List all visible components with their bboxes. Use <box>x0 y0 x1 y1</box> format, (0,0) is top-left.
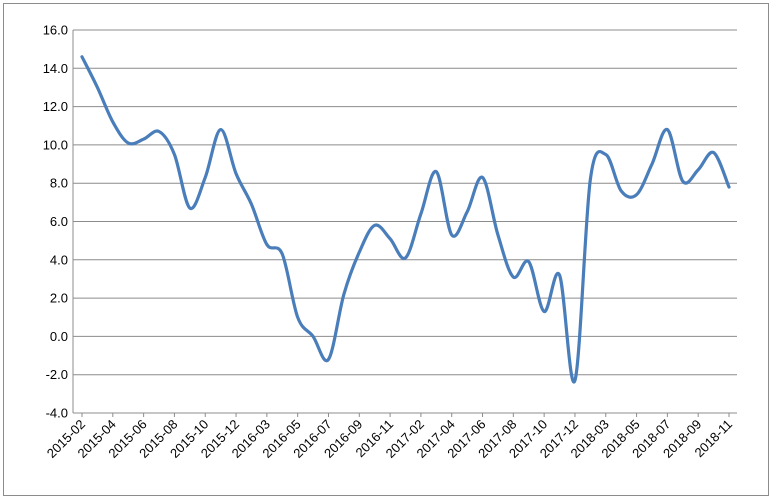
data-point <box>651 163 653 165</box>
y-tick-label: 6.0 <box>50 214 68 229</box>
data-point <box>605 153 607 155</box>
data-point <box>451 234 453 236</box>
data-point <box>219 128 221 130</box>
y-tick-label: 12.0 <box>43 99 68 114</box>
data-point <box>235 172 237 174</box>
data-point <box>589 178 591 180</box>
data-point <box>112 121 114 123</box>
data-point <box>81 56 83 58</box>
y-tick-label: 0.0 <box>50 329 68 344</box>
data-point <box>497 234 499 236</box>
y-tick-label: 10.0 <box>43 137 68 152</box>
series-line-0 <box>80 55 731 384</box>
data-point <box>373 224 375 226</box>
data-point <box>281 253 283 255</box>
data-point <box>266 243 268 245</box>
chart-frame <box>3 3 769 496</box>
data-point <box>327 358 329 360</box>
data-point <box>481 176 483 178</box>
data-point <box>96 86 98 88</box>
y-tick-label: 14.0 <box>43 61 68 76</box>
data-point <box>728 186 730 188</box>
y-tick-label: 2.0 <box>50 291 68 306</box>
data-point <box>543 310 545 312</box>
data-point <box>435 171 437 173</box>
data-point <box>574 379 576 381</box>
y-tick-label: 4.0 <box>50 252 68 267</box>
y-axis: 16.0 14.0 12.0 10.0 8.0 6.0 4.0 2.0 0.0 -2.0 -4.0 <box>43 23 74 421</box>
data-point <box>666 128 668 130</box>
data-point <box>189 207 191 209</box>
data-point <box>558 274 560 276</box>
y-tick-label: -2.0 <box>46 367 68 382</box>
data-point <box>142 138 144 140</box>
data-point <box>697 169 699 171</box>
data-point <box>158 130 160 132</box>
gridlines <box>73 29 737 414</box>
data-point <box>712 151 714 153</box>
data-point <box>343 293 345 295</box>
data-point <box>682 180 684 182</box>
data-point <box>512 276 514 278</box>
data-point <box>635 193 637 195</box>
y-tick-label: 8.0 <box>50 176 68 191</box>
data-point <box>528 261 530 263</box>
data-point <box>358 251 360 253</box>
data-point <box>389 238 391 240</box>
data-point <box>620 190 622 192</box>
data-point <box>296 316 298 318</box>
data-point <box>173 153 175 155</box>
y-tick-label: -4.0 <box>46 406 68 421</box>
data-point <box>312 335 314 337</box>
series-group <box>80 55 731 384</box>
data-point <box>404 257 406 259</box>
data-point <box>250 203 252 205</box>
data-point <box>466 211 468 213</box>
data-point <box>127 142 129 144</box>
data-point <box>204 176 206 178</box>
x-axis: 2015-022015-042015-062015-082015-102015-… <box>44 412 737 461</box>
data-point <box>420 213 422 215</box>
y-tick-label: 16.0 <box>43 23 68 38</box>
